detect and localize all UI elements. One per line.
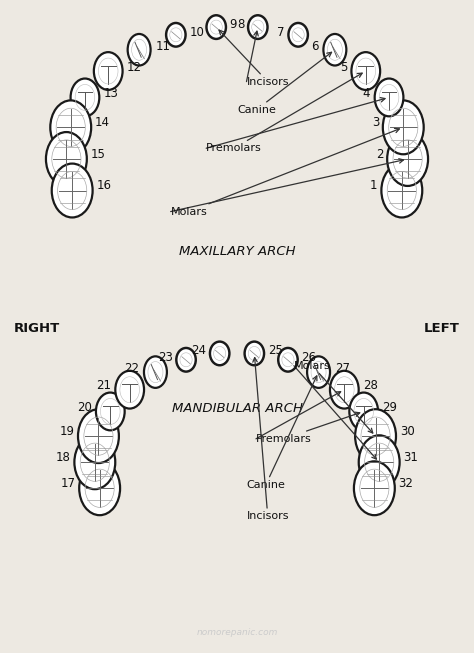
Text: 12: 12: [127, 61, 142, 74]
Ellipse shape: [78, 409, 119, 463]
Text: nomorepanic.com: nomorepanic.com: [196, 628, 278, 637]
Text: LEFT: LEFT: [424, 322, 460, 335]
Ellipse shape: [355, 409, 396, 463]
Text: 24: 24: [191, 344, 206, 357]
Text: 22: 22: [124, 362, 139, 375]
Ellipse shape: [71, 78, 100, 116]
Text: 10: 10: [190, 25, 204, 39]
Text: 17: 17: [61, 477, 75, 490]
Ellipse shape: [330, 371, 359, 409]
Text: 8: 8: [237, 18, 244, 31]
Text: 21: 21: [96, 379, 111, 392]
Text: Molars: Molars: [294, 360, 373, 433]
Text: Incisors: Incisors: [219, 30, 289, 87]
Text: 29: 29: [383, 401, 397, 414]
Text: MAXILLARY ARCH: MAXILLARY ARCH: [179, 245, 295, 258]
Text: RIGHT: RIGHT: [14, 322, 61, 335]
Text: 1: 1: [370, 179, 378, 192]
Ellipse shape: [46, 132, 87, 186]
Text: 20: 20: [77, 401, 91, 414]
Text: 6: 6: [311, 40, 319, 53]
Text: 27: 27: [335, 362, 350, 375]
Ellipse shape: [248, 15, 267, 39]
Text: 16: 16: [96, 179, 111, 192]
Ellipse shape: [307, 357, 330, 388]
Ellipse shape: [382, 164, 422, 217]
Ellipse shape: [354, 461, 395, 515]
Text: MANDIBULAR ARCH: MANDIBULAR ARCH: [172, 402, 302, 415]
Ellipse shape: [351, 52, 380, 90]
Ellipse shape: [79, 461, 120, 515]
Ellipse shape: [278, 348, 298, 372]
Ellipse shape: [144, 357, 167, 388]
Text: Incisors: Incisors: [246, 358, 289, 521]
Ellipse shape: [207, 15, 226, 39]
Ellipse shape: [128, 34, 151, 65]
Text: 30: 30: [400, 424, 414, 438]
Ellipse shape: [96, 392, 125, 430]
Text: 28: 28: [363, 379, 378, 392]
Text: 19: 19: [59, 424, 74, 438]
Ellipse shape: [374, 78, 403, 116]
Text: Premolars: Premolars: [256, 412, 360, 444]
Text: 14: 14: [95, 116, 110, 129]
Text: 15: 15: [91, 148, 105, 161]
Text: 5: 5: [340, 61, 347, 74]
Ellipse shape: [359, 436, 400, 489]
Ellipse shape: [166, 23, 186, 46]
Ellipse shape: [176, 348, 196, 372]
Ellipse shape: [323, 34, 346, 65]
Ellipse shape: [245, 342, 264, 365]
Ellipse shape: [387, 132, 428, 186]
Text: Premolars: Premolars: [206, 73, 362, 153]
Text: 32: 32: [399, 477, 413, 490]
Text: 7: 7: [277, 25, 284, 39]
Ellipse shape: [288, 23, 308, 46]
Text: 3: 3: [372, 116, 379, 129]
Text: 18: 18: [56, 451, 71, 464]
Text: 4: 4: [363, 87, 370, 100]
Text: Canine: Canine: [246, 376, 317, 490]
Text: 31: 31: [403, 451, 418, 464]
Ellipse shape: [50, 101, 91, 154]
Ellipse shape: [94, 52, 123, 90]
Text: 2: 2: [376, 148, 383, 161]
Text: 23: 23: [158, 351, 173, 364]
Text: Molars: Molars: [171, 129, 400, 217]
Ellipse shape: [52, 164, 92, 217]
Text: Canine: Canine: [237, 52, 331, 115]
Ellipse shape: [349, 392, 378, 430]
Ellipse shape: [115, 371, 144, 409]
Text: 11: 11: [155, 40, 170, 53]
Ellipse shape: [74, 436, 115, 489]
Text: 9: 9: [230, 18, 237, 31]
Text: 26: 26: [301, 351, 317, 364]
Ellipse shape: [210, 342, 229, 365]
Text: 25: 25: [268, 344, 283, 357]
Ellipse shape: [383, 101, 424, 154]
Text: 13: 13: [104, 87, 118, 100]
